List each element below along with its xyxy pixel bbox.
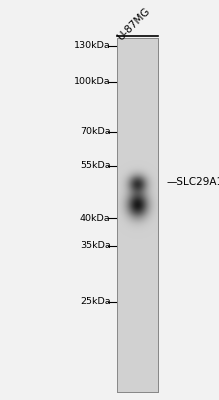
Text: 55kDa: 55kDa bbox=[80, 162, 111, 170]
Text: 130kDa: 130kDa bbox=[74, 42, 111, 50]
Bar bbox=[117, 38, 158, 392]
Bar bbox=[117, 38, 158, 392]
Text: 100kDa: 100kDa bbox=[74, 78, 111, 86]
Text: —SLC29A1: —SLC29A1 bbox=[166, 177, 219, 187]
Text: 70kDa: 70kDa bbox=[80, 128, 111, 136]
Text: 40kDa: 40kDa bbox=[80, 214, 111, 222]
Text: U-87MG: U-87MG bbox=[115, 6, 152, 43]
Text: 25kDa: 25kDa bbox=[80, 298, 111, 306]
Text: 35kDa: 35kDa bbox=[80, 242, 111, 250]
